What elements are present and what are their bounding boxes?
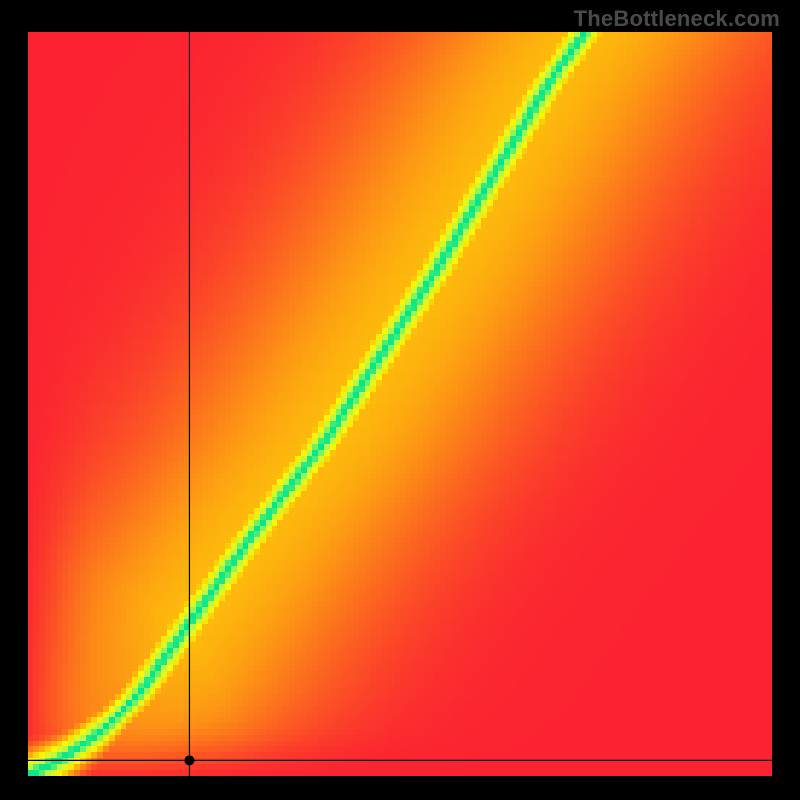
- watermark-text: TheBottleneck.com: [574, 6, 780, 32]
- bottleneck-heatmap: [28, 32, 772, 776]
- heatmap-canvas: [28, 32, 772, 776]
